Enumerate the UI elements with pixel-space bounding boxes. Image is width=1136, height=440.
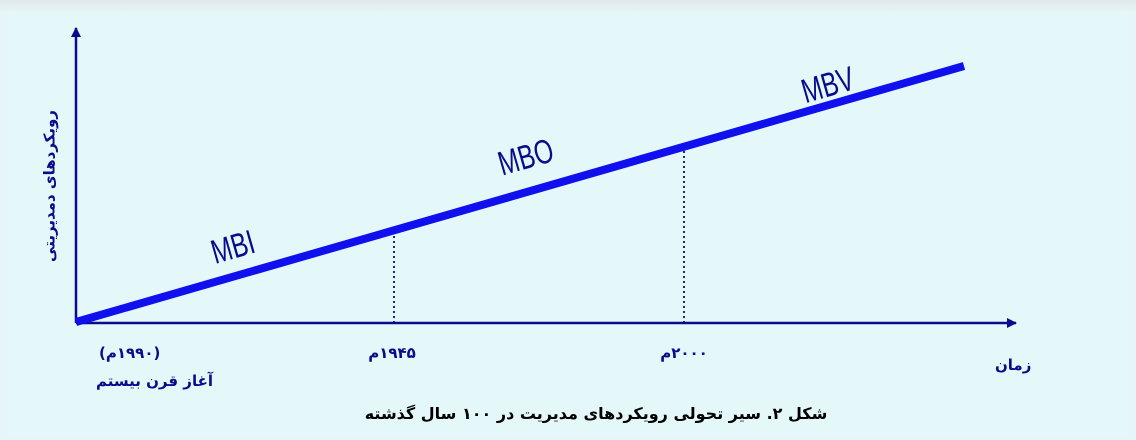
x-axis-label: زمان [995, 356, 1032, 374]
tick-label-1945: ۱۹۴۵م [368, 344, 416, 362]
tick-label-1990: (۱۹۹۰م) [99, 344, 161, 362]
y-axis-label: رویکردهای دمدیریتی [40, 110, 59, 262]
trend-line [74, 62, 966, 326]
diagram-panel [8, 12, 1128, 436]
start-of-century-label: آغاز قرن بیستم [96, 372, 213, 390]
stage-label-mbv: MBV [797, 60, 859, 111]
stage-label-mbo: MBO [494, 132, 558, 184]
tick-label-2000: ۲۰۰۰م [660, 344, 708, 362]
figure-caption: شکل ۲. سیر تحولی رویکردهای مدیریت در ۱۰۰… [364, 404, 828, 423]
stage-label-mbi: MBI [207, 223, 259, 271]
